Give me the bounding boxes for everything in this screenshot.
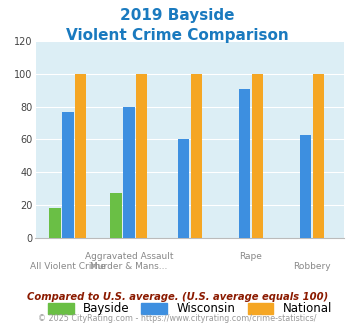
Bar — [62, 112, 73, 238]
Text: Compared to U.S. average. (U.S. average equals 100): Compared to U.S. average. (U.S. average … — [27, 292, 328, 302]
Bar — [75, 74, 86, 238]
Bar — [239, 89, 250, 238]
Bar — [313, 74, 324, 238]
Bar — [136, 74, 147, 238]
Text: Aggravated Assault: Aggravated Assault — [84, 252, 173, 261]
Legend: Bayside, Wisconsin, National: Bayside, Wisconsin, National — [48, 302, 332, 315]
Text: © 2025 CityRating.com - https://www.cityrating.com/crime-statistics/: © 2025 CityRating.com - https://www.city… — [38, 314, 317, 323]
Text: Violent Crime Comparison: Violent Crime Comparison — [66, 28, 289, 43]
Text: Murder & Mans...: Murder & Mans... — [90, 262, 168, 271]
Bar — [252, 74, 263, 238]
Bar — [110, 193, 122, 238]
Text: All Violent Crime: All Violent Crime — [30, 262, 106, 271]
Bar — [49, 208, 61, 238]
Bar — [123, 107, 135, 238]
Bar — [178, 139, 189, 238]
Bar — [300, 135, 311, 238]
Text: Robbery: Robbery — [293, 262, 331, 271]
Text: 2019 Bayside: 2019 Bayside — [120, 8, 235, 23]
Text: Rape: Rape — [240, 252, 262, 261]
Bar — [191, 74, 202, 238]
